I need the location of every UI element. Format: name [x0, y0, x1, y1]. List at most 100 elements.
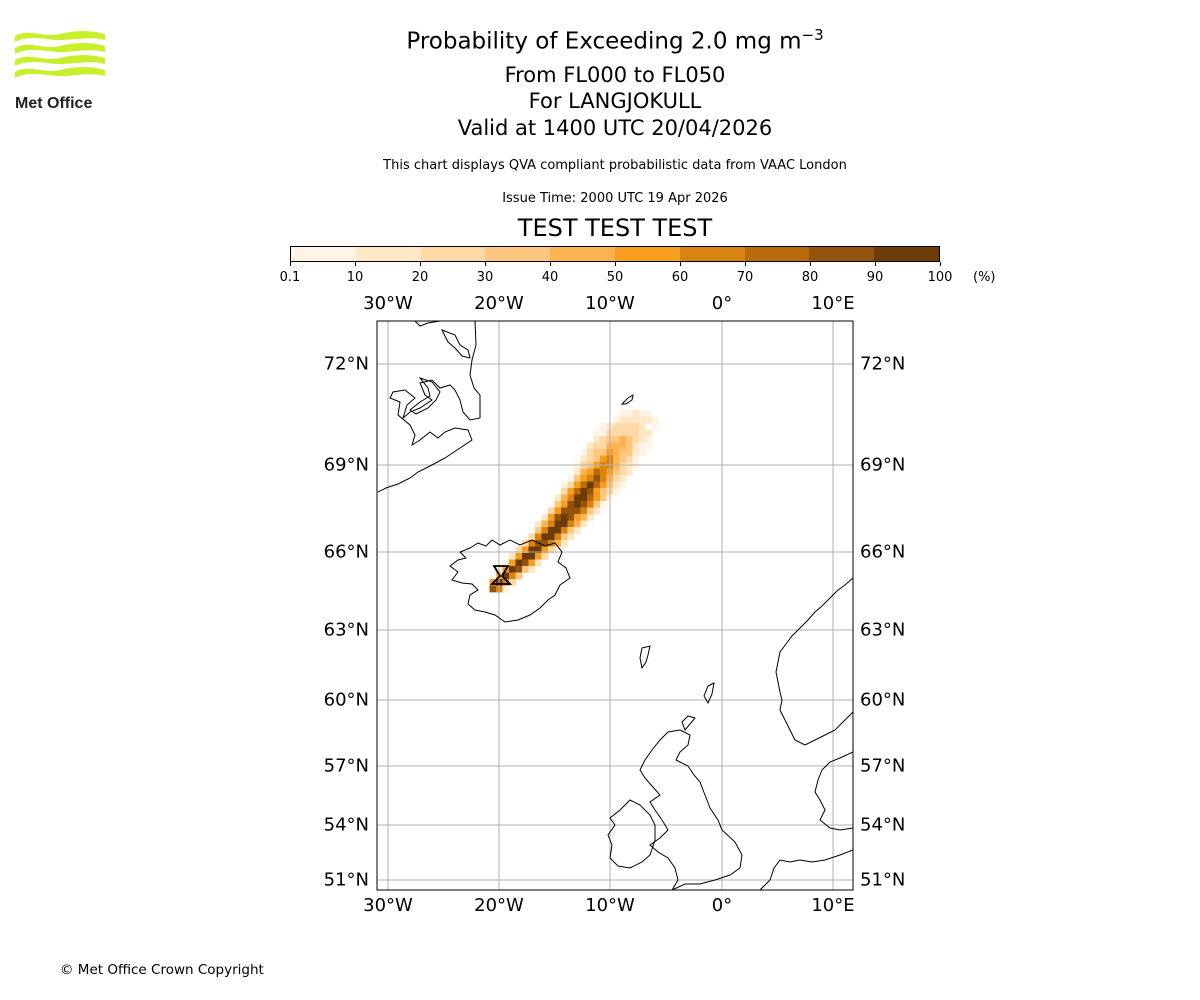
- ash-cell: [593, 507, 601, 515]
- ash-cell: [567, 494, 575, 502]
- met-office-logo: Met Office: [12, 28, 112, 118]
- ash-cell: [626, 449, 633, 456]
- ash-cell: [613, 488, 620, 495]
- title-exponent: −3: [801, 26, 824, 44]
- colorbar-tick-mark: [614, 262, 616, 266]
- ash-cell: [580, 488, 588, 495]
- map-background: [377, 321, 853, 890]
- ash-cell: [580, 455, 588, 463]
- ash-cell: [561, 488, 568, 495]
- ash-cell: [593, 501, 601, 508]
- ash-cell: [522, 546, 529, 554]
- ash-cell: [613, 416, 620, 424]
- ash-cell: [548, 527, 555, 534]
- ash-cell: [613, 442, 620, 450]
- colorbar-segment: [550, 247, 615, 261]
- colorbar-tick-mark: [549, 262, 551, 266]
- ash-cell: [639, 449, 646, 456]
- valid-time: Valid at 1400 UTC 20/04/2026: [457, 116, 773, 140]
- lat-label-right-54n: 54°N: [860, 814, 906, 836]
- ash-cell: [639, 442, 646, 450]
- ash-cell: [632, 442, 640, 450]
- ash-cell: [593, 442, 601, 450]
- ash-cell: [587, 475, 594, 482]
- lon-label-bottom-10w: 10°W: [585, 895, 635, 916]
- ash-cell: [515, 566, 523, 573]
- ash-cell: [593, 481, 601, 489]
- colorbar-tick-label: 30: [476, 270, 494, 285]
- colorbar-tick-mark: [939, 262, 941, 266]
- colorbar-segment: [874, 247, 939, 261]
- ash-cell: [574, 527, 581, 534]
- ash-cell: [522, 540, 529, 547]
- ash-cell: [509, 553, 516, 560]
- copyright: © Met Office Crown Copyright: [60, 962, 264, 978]
- colorbar-tick-label: 90: [866, 270, 884, 285]
- coast-ireland: [607, 799, 656, 869]
- ash-cell: [548, 507, 555, 515]
- ash-cell: [587, 514, 594, 521]
- ash-cell: [632, 429, 640, 437]
- ash-cell: [587, 449, 594, 456]
- colorbar-tick-label: 80: [801, 270, 819, 285]
- lon-label-top-10e: 10°E: [811, 293, 855, 314]
- ash-cell: [619, 442, 627, 450]
- logo-text: Met Office: [15, 95, 92, 112]
- lat-label-right-57n: 57°N: [860, 755, 906, 777]
- ash-cell: [639, 410, 646, 417]
- lat-label-right-69n: 69°N: [860, 454, 906, 476]
- ash-cell: [652, 423, 659, 430]
- ash-cell: [535, 533, 542, 541]
- lat-label-left-66n: 66°N: [323, 541, 369, 563]
- graticule: [377, 321, 853, 890]
- ash-cell: [619, 449, 627, 456]
- ash-cell: [541, 527, 549, 534]
- map-frame: [376, 320, 854, 891]
- ash-cell: [561, 533, 568, 541]
- ash-cell: [619, 475, 627, 482]
- ash-cell: [502, 572, 510, 580]
- ash-cell: [489, 585, 497, 593]
- ash-cell: [528, 540, 536, 547]
- ash-cell: [567, 514, 575, 521]
- ash-cell: [522, 559, 529, 567]
- ash-cell: [535, 546, 542, 554]
- ash-cell: [515, 546, 523, 554]
- ash-cell: [541, 546, 549, 554]
- colorbar-tick-mark: [744, 262, 746, 266]
- coast-greenland-fjord: [409, 376, 441, 415]
- lon-label-top-30w: 30°W: [363, 293, 413, 314]
- ash-cell: [639, 436, 646, 443]
- ash-cell: [574, 514, 581, 521]
- ash-cell: [561, 540, 568, 547]
- colorbar-tick-label: 0.1: [279, 270, 301, 285]
- ash-cell: [509, 579, 516, 586]
- ash-cell: [574, 481, 581, 489]
- ash-cell: [600, 455, 607, 463]
- colorbar-unit: (%): [973, 270, 996, 285]
- ash-cell: [600, 481, 607, 489]
- ash-cell: [580, 501, 588, 508]
- coast-great-britain: [639, 729, 743, 890]
- ash-cell: [587, 501, 594, 508]
- ash-cell: [626, 423, 633, 430]
- flight-levels: From FL000 to FL050: [504, 63, 726, 87]
- lon-label-bottom-30w: 30°W: [363, 895, 413, 916]
- ash-cell: [600, 449, 607, 456]
- ash-cell: [561, 514, 568, 521]
- ash-cell: [535, 559, 542, 567]
- lon-label-top-10w: 10°W: [585, 293, 635, 314]
- ash-cell: [541, 540, 549, 547]
- ash-cell: [574, 494, 581, 502]
- ash-cell: [632, 436, 640, 443]
- ash-cell: [593, 468, 601, 476]
- colorbar-tick-label: 60: [671, 270, 689, 285]
- colorbar-segment: [355, 247, 421, 261]
- ash-cell: [554, 494, 562, 502]
- ash-cell: [554, 540, 562, 547]
- ash-cell: [580, 520, 588, 528]
- ash-cell: [600, 429, 607, 437]
- ash-cell: [632, 410, 640, 417]
- ash-cell: [626, 436, 633, 443]
